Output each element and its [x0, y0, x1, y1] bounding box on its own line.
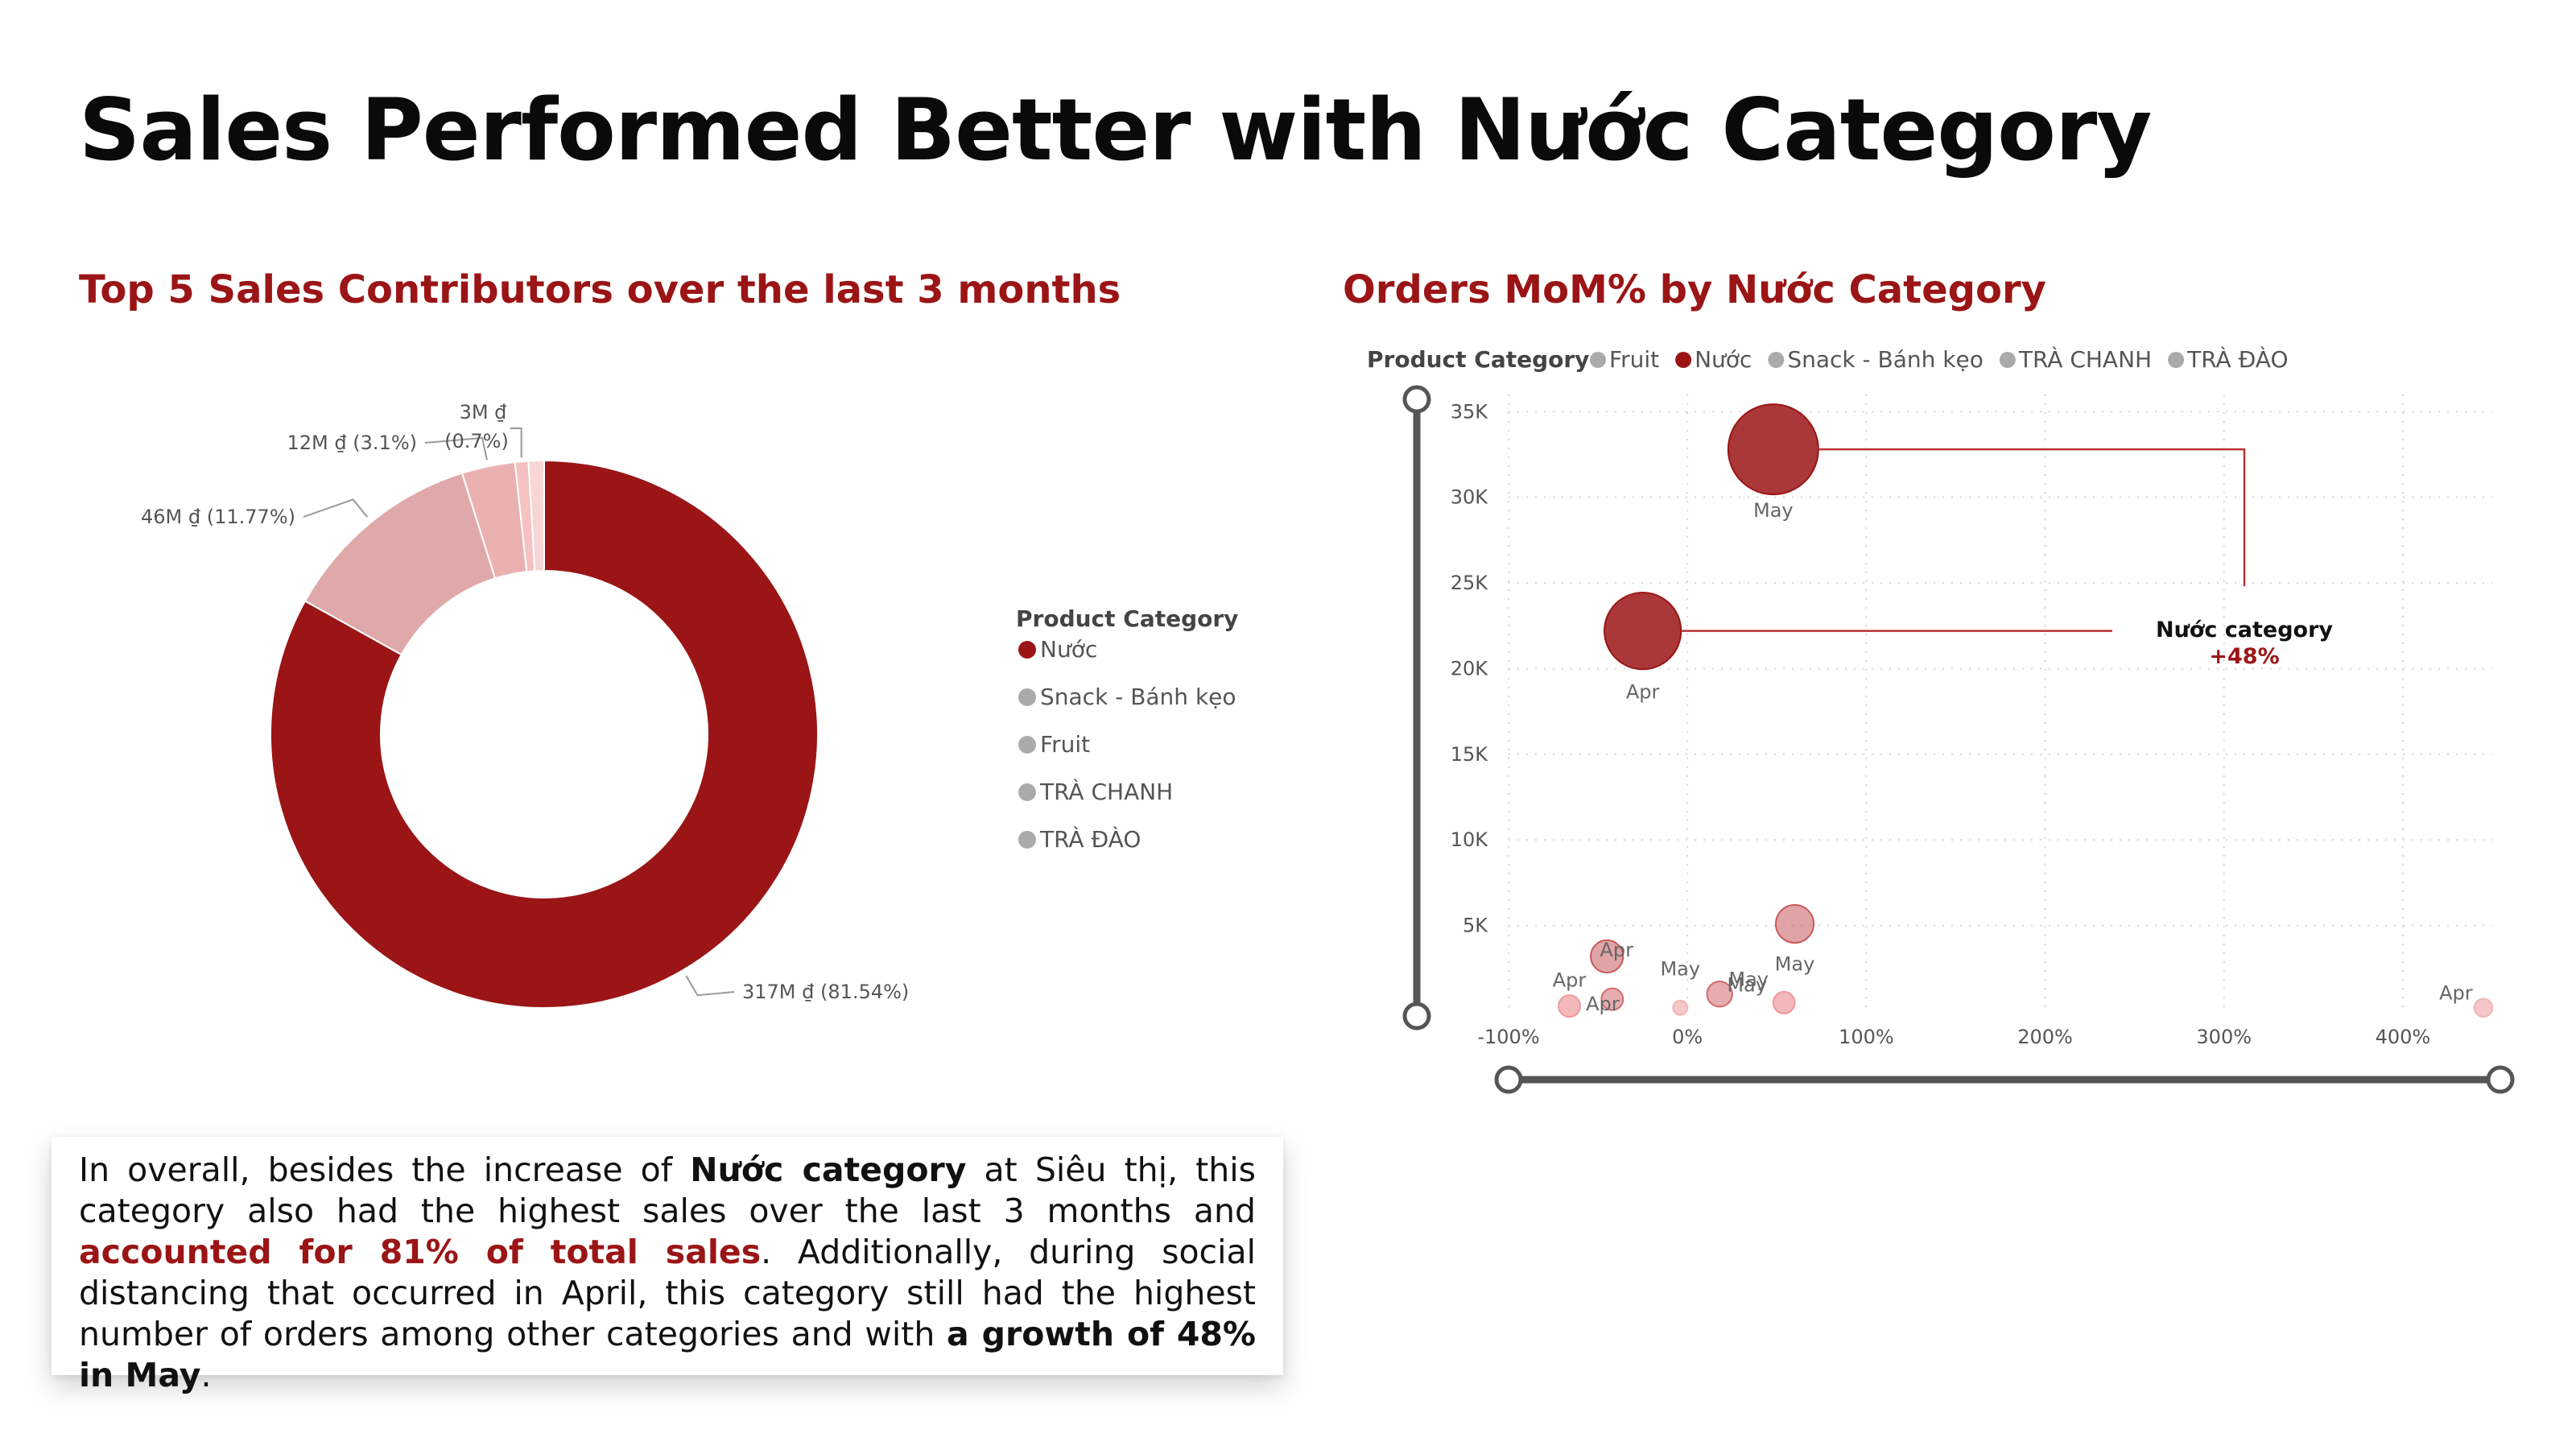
donut-legend-item: TRÀ CHANH [1039, 778, 1173, 805]
scatter-legend-marker [2168, 352, 2185, 368]
scatter-legend-item: TRÀ CHANH [2018, 345, 2152, 373]
scatter-legend-item: Snack - Bánh kẹo [1787, 346, 1984, 373]
y-zoom-slider-handle [1402, 1002, 1431, 1031]
scatter-x-tick-label: 400% [2376, 1026, 2431, 1048]
donut-slice [270, 459, 819, 1009]
y-zoom-slider-handle [1402, 385, 1431, 414]
scatter-legend-item: Fruit [1609, 346, 1659, 373]
scatter-point [1774, 903, 1815, 944]
donut-legend-item: Fruit [1040, 731, 1090, 758]
scatter-point [1590, 939, 1624, 974]
donut-data-label: 317M ₫ (81.54%) [742, 981, 909, 1003]
scatter-point-label: Apr [1626, 681, 1660, 704]
scatter-point-label: Apr [1586, 993, 1620, 1015]
scatter-legend-marker [1768, 352, 1785, 368]
scatter-point-label: May [1660, 958, 1700, 981]
donut-legend-marker [1018, 831, 1036, 849]
scatter-x-tick-label: -100% [1477, 1026, 1539, 1048]
donut-data-label: 12M ₫ (3.1%) [287, 432, 417, 454]
scatter-point [1772, 990, 1796, 1014]
scatter-point [1600, 987, 1624, 1011]
donut-legend-item: Nước [1040, 636, 1097, 663]
scatter-x-tick-label: 300% [2196, 1026, 2252, 1048]
scatter-point-label: May [1727, 973, 1767, 996]
summary-text-1: In overall, besides the increase of [79, 1150, 691, 1189]
donut-leader-line [303, 498, 369, 518]
scatter-y-tick-label: 35K [1451, 400, 1489, 423]
scatter-y-tick-label: 20K [1451, 657, 1489, 680]
scatter-x-tick-label: 0% [1672, 1026, 1703, 1048]
donut-chart-title: Top 5 Sales Contributors over the last 3… [79, 267, 1121, 312]
donut-data-label: (0.7%) [444, 430, 509, 452]
donut-legend-marker [1018, 688, 1036, 706]
scatter-y-tick-label: 10K [1451, 828, 1489, 851]
summary-text-3: . Additionally, during social distancing… [79, 1233, 1256, 1353]
scatter-point [2473, 998, 2494, 1018]
scatter-y-tick-label: 15K [1451, 743, 1489, 766]
summary-text-4: . [200, 1356, 212, 1394]
scatter-x-tick-label: 100% [1839, 1026, 1894, 1048]
scatter-chart-title: Orders MoM% by Nước Category [1343, 267, 2046, 312]
scatter-y-tick-label: 5K [1463, 915, 1488, 937]
donut-leader-line [510, 428, 522, 457]
scatter-y-tick-label: 25K [1451, 572, 1489, 594]
annotation-title: Nước category [2156, 618, 2333, 642]
page-title: Sales Performed Better with Nước Categor… [79, 81, 2152, 180]
donut-data-label: 46M ₫ (11.77%) [141, 506, 295, 528]
scatter-point [1558, 994, 1581, 1018]
scatter-point-label: Apr [2439, 982, 2473, 1005]
scatter-legend-marker [1590, 352, 1606, 368]
donut-data-label: 3M ₫ [460, 401, 507, 423]
scatter-point [1604, 592, 1682, 671]
scatter-point [1672, 999, 1689, 1016]
donut-legend-item: Snack - Bánh kẹo [1040, 684, 1236, 710]
scatter-legend-title: Product Category [1367, 346, 1589, 373]
donut-leader-line [685, 975, 735, 997]
x-zoom-slider-handle [1494, 1065, 1523, 1094]
scatter-point-label: May [1753, 499, 1794, 522]
summary-bold-category: Nước category [690, 1150, 967, 1189]
scatter-legend-item: TRÀ ĐÀO [2186, 345, 2288, 373]
scatter-x-tick-label: 200% [2017, 1026, 2073, 1048]
summary-highlight-share: accounted for 81% of total sales [79, 1233, 762, 1271]
scatter-point-label: May [1728, 969, 1769, 991]
scatter-point-label: Apr [1600, 939, 1633, 961]
donut-leader-line [424, 436, 488, 461]
summary-box: In overall, besides the increase of Nước… [52, 1137, 1283, 1394]
scatter-legend-item: Nước [1695, 346, 1752, 373]
scatter-legend-marker [1999, 352, 2016, 368]
scatter-point [1727, 403, 1819, 496]
annotation-value: +48% [2209, 644, 2279, 669]
scatter-point [1706, 981, 1733, 1008]
donut-legend-marker [1018, 783, 1036, 801]
donut-legend-title: Product Category [1016, 605, 1238, 632]
scatter-point-label: May [1775, 952, 1815, 975]
donut-legend-marker [1018, 736, 1036, 754]
scatter-y-tick-label: 30K [1451, 486, 1489, 509]
scatter-point-label: Apr [1553, 969, 1587, 992]
annotation-connector-line [1818, 448, 2246, 587]
scatter-legend-marker [1675, 352, 1692, 368]
summary-bold-growth: a growth of 48% in May [79, 1315, 1257, 1394]
donut-legend-marker [1018, 641, 1036, 659]
x-zoom-slider-handle [2486, 1065, 2515, 1094]
summary-text-2: at Siêu thị, this category also had the … [79, 1150, 1256, 1230]
donut-slice [527, 459, 545, 572]
donut-legend-item: TRÀ ĐÀO [1039, 825, 1141, 853]
